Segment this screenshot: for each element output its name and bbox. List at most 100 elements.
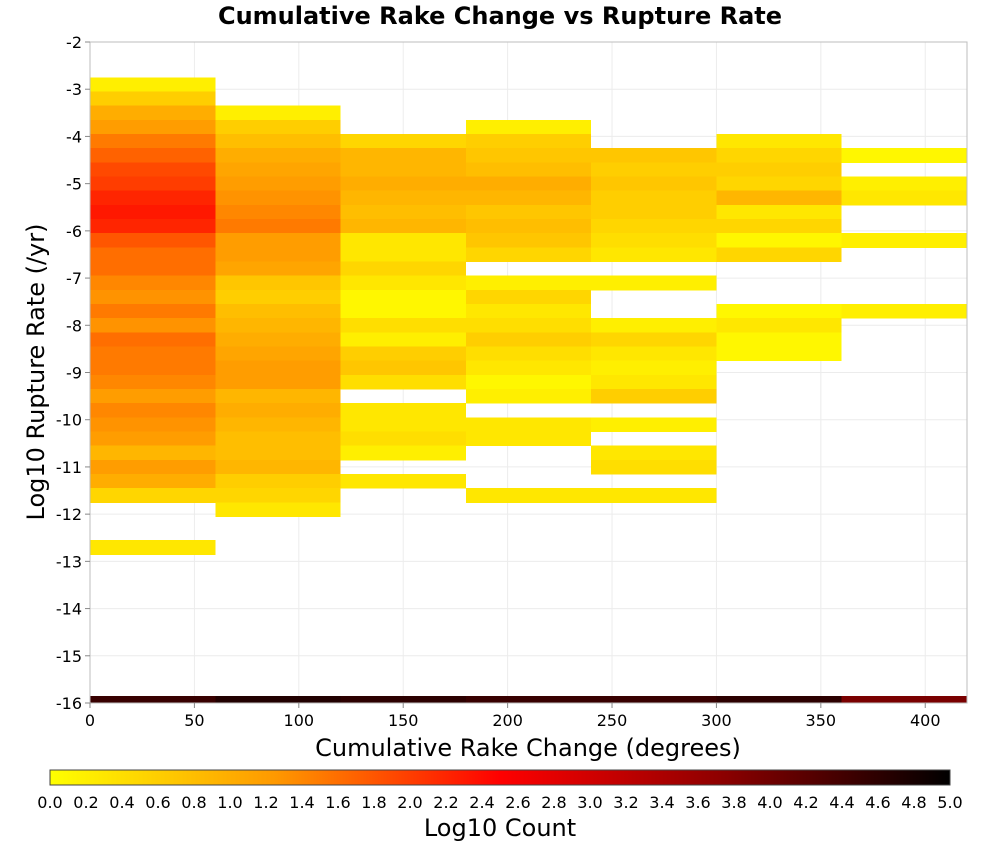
heatmap-cell: [340, 261, 466, 277]
heatmap-cell: [90, 275, 216, 291]
heatmap-cell: [215, 247, 341, 263]
x-tick-label: 100: [284, 711, 315, 730]
heatmap-cell: [340, 289, 466, 305]
heatmap-cell: [591, 374, 717, 390]
colorbar-tick-label: 1.6: [325, 793, 350, 812]
y-tick-label: -9: [66, 364, 82, 383]
y-axis-ticks: -2 -3 -4 -5 -6 -7 -8 -9 -10 -11 -12 -13 -14 -15 -16: [56, 33, 90, 713]
heatmap-cell: [591, 233, 717, 248]
y-tick-label: -15: [56, 647, 82, 666]
heatmap-cell: [591, 219, 717, 234]
colorbar-tick-label: 1.0: [217, 793, 242, 812]
heatmap-cell: [215, 417, 341, 433]
heatmap-cell: [90, 119, 216, 135]
y-tick-label: -11: [56, 458, 82, 477]
heatmap-cell: [841, 176, 967, 192]
heatmap-cell: [90, 219, 216, 234]
colorbar-tick-label: 2.8: [541, 793, 566, 812]
heatmap-cell: [340, 445, 466, 461]
y-tick-label: -13: [56, 552, 82, 571]
heatmap-cell: [591, 318, 717, 333]
heatmap-cell: [716, 247, 842, 263]
y-tick-label: -10: [56, 411, 82, 430]
colorbar-tick-label: 3.0: [577, 793, 602, 812]
x-tick-label: 300: [701, 711, 732, 730]
heatmap-cell: [841, 695, 967, 704]
colorbar-tick-label: 4.4: [829, 793, 854, 812]
heatmap-cell: [90, 105, 216, 121]
colorbar-tick-label: 1.8: [361, 793, 386, 812]
heatmap-cell: [215, 289, 341, 305]
heatmap-cell: [465, 332, 592, 348]
heatmap-cell: [591, 445, 717, 461]
heatmap-cell: [716, 219, 842, 234]
heatmap-cell: [716, 204, 842, 220]
heatmap-cell: [215, 445, 341, 461]
heatmap-cell: [90, 204, 216, 220]
heatmap-cell: [841, 304, 967, 319]
colorbar-tick-label: 3.8: [721, 793, 746, 812]
heatmap-cell: [340, 190, 466, 206]
heatmap-cell: [841, 190, 967, 206]
heatmap-cell: [215, 346, 341, 362]
heatmap-cell: [465, 488, 592, 503]
y-tick-label: -6: [66, 222, 82, 241]
heatmap-cell: [716, 148, 842, 163]
colorbar-tick-label: 2.2: [433, 793, 458, 812]
colorbar: [49, 769, 951, 786]
heatmap-cell: [465, 204, 592, 220]
colorbar-tick-label: 4.6: [865, 793, 890, 812]
heatmap-cell: [591, 389, 717, 404]
colorbar-tick-label: 3.2: [613, 793, 638, 812]
y-tick-label: -5: [66, 175, 82, 194]
heatmap-cell: [591, 275, 717, 291]
heatmap-cell: [591, 247, 717, 263]
colorbar-label: Log10 Count: [424, 814, 576, 842]
heatmap-cell: [591, 488, 717, 503]
colorbar-tick-label: 3.4: [649, 793, 674, 812]
heatmap-cell: [340, 204, 466, 220]
heatmap-cell: [90, 176, 216, 192]
heatmap-cell: [465, 190, 592, 206]
heatmap-cell: [465, 318, 592, 333]
heatmap-cell: [215, 204, 341, 220]
heatmap-cell: [841, 233, 967, 248]
heatmap-cell: [340, 176, 466, 192]
y-tick-label: -14: [56, 600, 82, 619]
y-tick-label: -4: [66, 127, 82, 146]
heatmap-cell: [465, 162, 592, 178]
colorbar-tick-label: 1.2: [253, 793, 278, 812]
heatmap-cells: [90, 77, 967, 704]
heatmap-cell: [716, 233, 842, 248]
heatmap-cell: [340, 134, 466, 149]
heatmap-cell: [340, 332, 466, 348]
heatmap-cell: [90, 77, 216, 93]
colorbar-tick-label: 2.6: [505, 793, 530, 812]
heatmap-cell: [90, 459, 216, 475]
heatmap-cell: [340, 474, 466, 489]
heatmap-cell: [215, 105, 341, 121]
heatmap-cell: [215, 695, 341, 704]
x-tick-label: 0: [85, 711, 95, 730]
heatmap-cell: [465, 346, 592, 362]
heatmap-cell: [90, 261, 216, 277]
y-tick-label: -3: [66, 80, 82, 99]
heatmap-cell: [591, 176, 717, 192]
heatmap-cell: [340, 247, 466, 263]
y-tick-label: -7: [66, 269, 82, 288]
heatmap-cell: [90, 445, 216, 461]
colorbar-tick-label: 3.6: [685, 793, 710, 812]
heatmap-cell: [90, 431, 216, 447]
x-axis-ticks: 0 50 100 150 200 250 300 350 400: [85, 703, 941, 730]
heatmap-cell: [215, 162, 341, 178]
heatmap-cell: [90, 134, 216, 149]
colorbar-tick-label: 4.2: [793, 793, 818, 812]
heatmap-cell: [841, 148, 967, 163]
heatmap-cell: [340, 162, 466, 178]
heatmap-cell: [90, 474, 216, 489]
heatmap-cell: [465, 275, 592, 291]
colorbar-tick-label: 1.4: [289, 793, 314, 812]
heatmap-cell: [591, 148, 717, 163]
heatmap-cell: [465, 431, 592, 447]
colorbar-tick-label: 5.0: [937, 793, 962, 812]
